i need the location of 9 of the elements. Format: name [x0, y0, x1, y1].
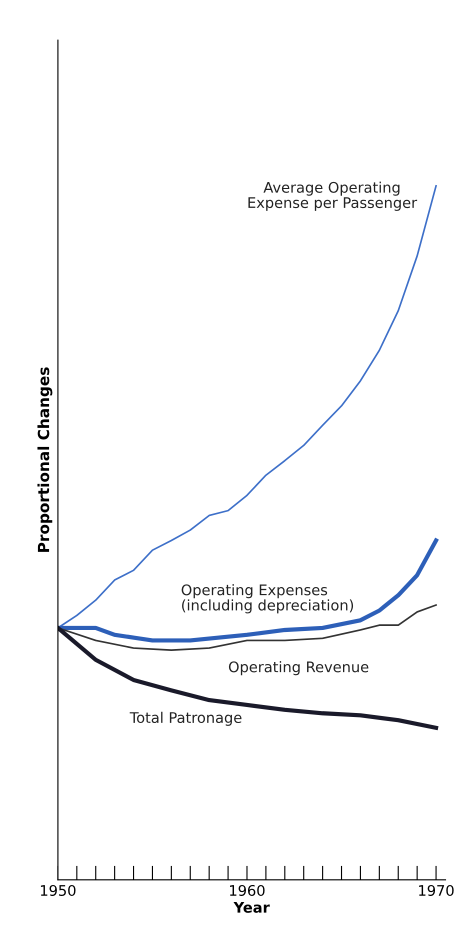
y-axis-title: Proportional Changes: [37, 367, 52, 552]
series-label: Total Patronage: [130, 712, 242, 726]
x-axis-title: Year: [233, 902, 270, 913]
series-label: Average Operating Expense per Passenger: [248, 182, 418, 211]
series-label: Operating Expenses (including depreciation): [182, 584, 354, 614]
x-tick-label: 1960: [230, 884, 265, 896]
series-label: Operating Revenue: [228, 661, 368, 676]
x-tick-label: 1950: [40, 884, 76, 896]
x-tick-label: 1970: [419, 884, 454, 896]
